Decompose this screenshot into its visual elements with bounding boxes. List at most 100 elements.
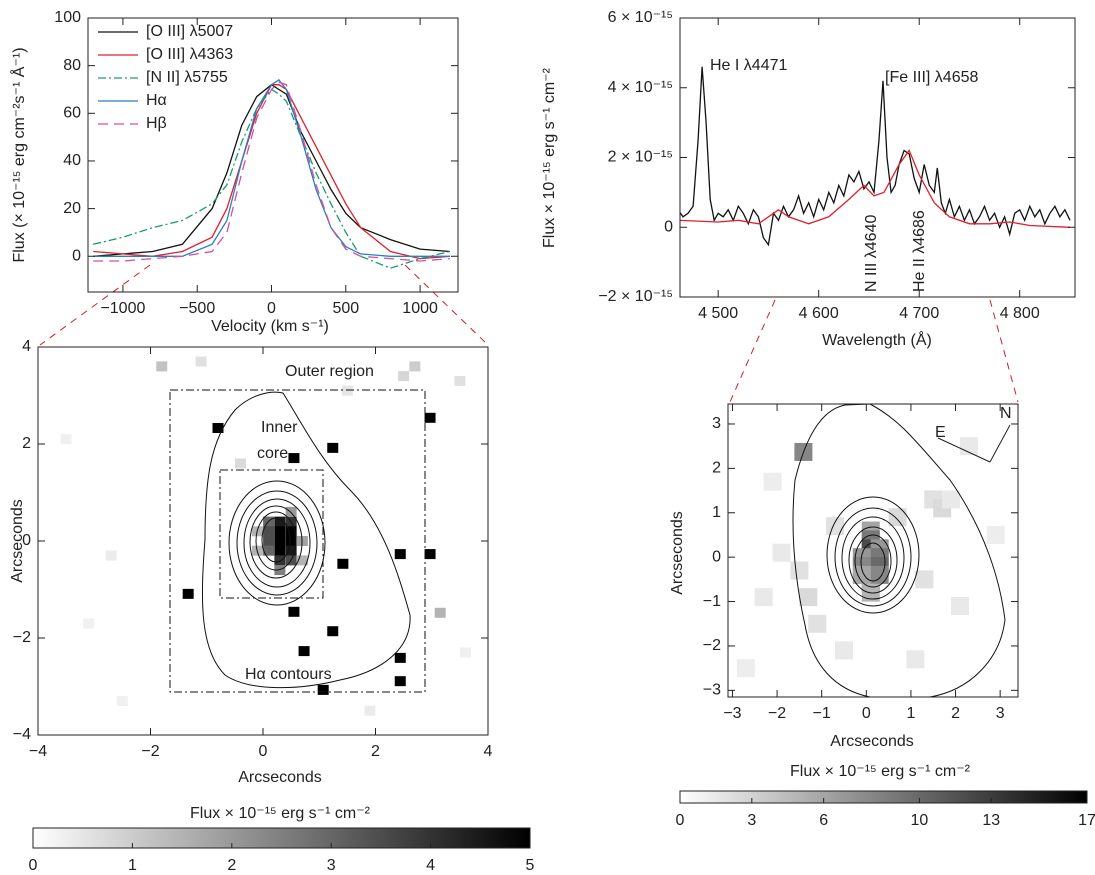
x-tick-label: 3 — [996, 705, 1005, 722]
y-tick-label: −3 — [703, 682, 721, 699]
contours-left — [169, 389, 426, 693]
compass — [989, 424, 1011, 463]
y-axis-label: Arcseconds — [9, 499, 26, 583]
y-tick-label: −2 × 10⁻¹⁵ — [598, 288, 673, 305]
pixel — [274, 565, 286, 576]
zoom-line — [39, 264, 151, 346]
annotation: N — [1000, 405, 1012, 422]
pixel — [942, 490, 961, 509]
series-line — [93, 88, 450, 269]
x-tick-label: 0 — [29, 857, 38, 874]
pixel — [394, 549, 406, 560]
pixel — [274, 516, 286, 527]
pixel — [951, 596, 969, 615]
pixels — [60, 356, 471, 716]
y-tick-label: 6 × 10⁻¹⁵ — [608, 9, 673, 26]
x-tick-label: −1 — [813, 705, 831, 722]
y-tick-label: −4 — [13, 726, 31, 743]
pixel — [454, 375, 466, 386]
pixel — [105, 550, 117, 561]
pixel — [156, 361, 168, 372]
pixel — [285, 506, 297, 517]
x-tick-label: 0 — [267, 300, 276, 317]
x-tick-label: 0 — [259, 743, 268, 760]
pixel — [763, 472, 782, 491]
pixel — [341, 385, 353, 396]
pixel — [906, 650, 925, 669]
x-axis-label: Wavelength (Å) — [822, 330, 932, 349]
y-tick-label: 0 — [712, 548, 721, 565]
y-tick-label: 20 — [63, 200, 81, 217]
pixel — [116, 696, 128, 707]
annotation: Outer region — [285, 363, 374, 380]
pixel — [274, 526, 286, 537]
plot-frame — [727, 403, 1019, 698]
annotation: He I λ4471 — [710, 57, 787, 74]
x-tick-label: 5 — [526, 857, 535, 874]
y-tick-label: 2 — [22, 435, 31, 452]
pixel — [274, 536, 286, 546]
colorbar — [679, 790, 1088, 804]
y-tick-label: 0 — [664, 218, 673, 235]
x-tick-label: 4 800 — [1000, 305, 1040, 322]
x-tick-label: 1000 — [402, 300, 438, 317]
pixel — [754, 588, 773, 607]
contour — [826, 496, 920, 614]
pixel — [327, 626, 339, 637]
pixel — [852, 565, 871, 584]
pixel — [835, 641, 853, 660]
contour — [236, 490, 318, 596]
x-tick-label: −3 — [723, 705, 741, 722]
pixel — [808, 614, 827, 633]
plot-frame — [87, 17, 459, 293]
x-tick-label: 1 — [906, 705, 915, 722]
x-tick-label: −2 — [141, 743, 159, 760]
series-line — [93, 83, 450, 257]
pixel — [394, 676, 406, 687]
pixel — [274, 555, 286, 566]
pixel — [826, 517, 845, 536]
x-tick-label: 6 — [819, 812, 828, 829]
pixel — [274, 545, 286, 556]
y-tick-label: 0 — [72, 247, 81, 264]
contour — [860, 542, 886, 582]
x-tick-label: 4 — [426, 857, 435, 874]
contour — [255, 511, 297, 571]
pixel — [298, 646, 310, 657]
pixel — [434, 607, 446, 618]
colorbar — [32, 827, 531, 849]
y-tick-label: 1 — [712, 504, 721, 521]
series-line — [93, 81, 450, 262]
inner-core-box — [219, 469, 324, 599]
x-tick-label: 2 — [227, 857, 236, 874]
contour — [854, 534, 892, 588]
y-tick-label: 3 — [712, 415, 721, 432]
y-axis-label: Arcseconds — [669, 511, 686, 595]
pixel — [263, 536, 275, 546]
pixel — [285, 536, 297, 546]
x-tick-label: 1 — [128, 857, 137, 874]
pixel — [60, 434, 72, 445]
y-axis-label: Flux (× 10⁻¹⁵ erg cm⁻²s⁻¹ Å⁻¹) — [9, 47, 28, 262]
pixel — [772, 543, 791, 562]
pixel — [182, 588, 194, 599]
x-tick-label: 4 700 — [899, 305, 939, 322]
y-tick-label: 4 × 10⁻¹⁵ — [608, 79, 673, 96]
pixel — [296, 555, 308, 566]
zoom-lines — [39, 264, 1019, 403]
x-tick-label: 4 — [484, 743, 493, 760]
contour — [841, 516, 905, 600]
x-axis-label: Velocity (km s⁻¹) — [211, 318, 329, 335]
annotation: Inner — [261, 419, 298, 436]
contour — [848, 526, 898, 594]
pixel — [915, 570, 934, 589]
y-axis-label: Flux × 10⁻¹⁵ erg s⁻¹ cm⁻² — [541, 67, 558, 248]
y-tick-label: 60 — [63, 105, 81, 122]
contour — [228, 480, 326, 606]
x-tick-label: −4 — [29, 743, 47, 760]
y-tick-label: 2 — [712, 460, 721, 477]
pixel — [799, 588, 818, 607]
x-tick-label: −1000 — [100, 300, 145, 317]
zoom-line — [989, 299, 1019, 403]
